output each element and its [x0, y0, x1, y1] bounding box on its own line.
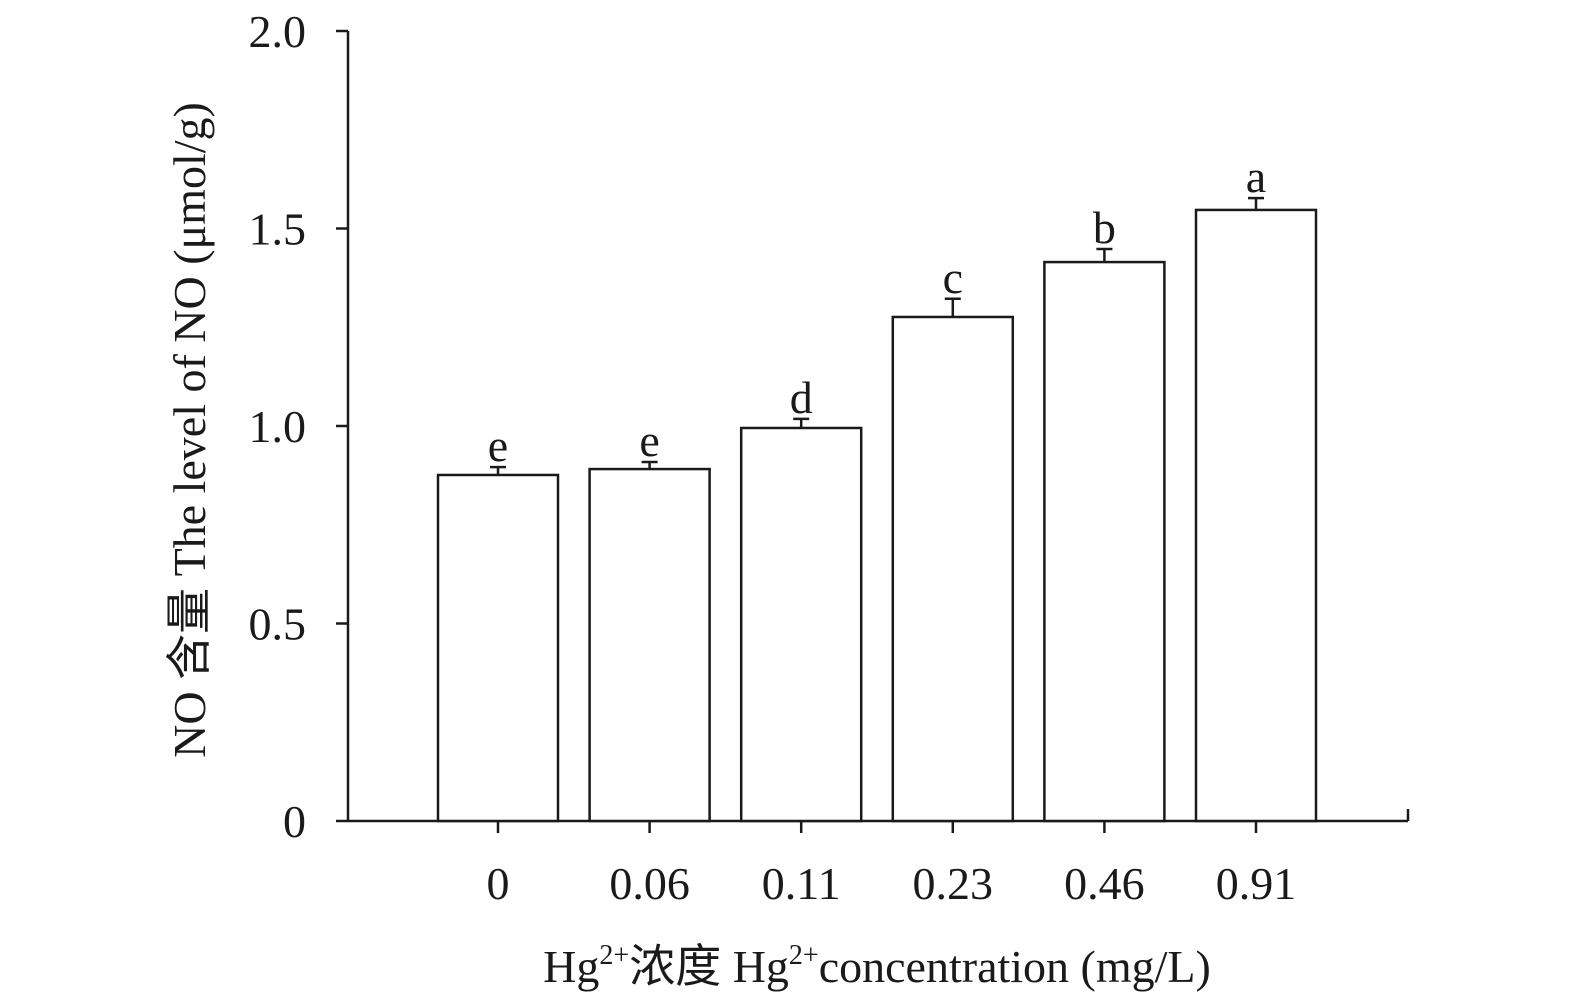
bar: [1043, 260, 1166, 823]
x-tick-label: 0.23: [913, 858, 994, 909]
significance-label: e: [488, 420, 508, 471]
significance-label: a: [1246, 151, 1266, 202]
significance-label: c: [943, 252, 963, 303]
significance-label: b: [1093, 202, 1116, 253]
significance-label: e: [639, 415, 659, 466]
bar: [891, 315, 1015, 823]
bar: [739, 426, 863, 823]
x-tick-label: 0.11: [762, 858, 841, 909]
bar: [588, 467, 711, 823]
x-axis-label: Hg2+浓度 Hg2+concentration (mg/L): [543, 940, 1211, 992]
y-tick-label: 1.0: [249, 401, 307, 452]
y-tick-label: 1.5: [249, 204, 307, 255]
y-tick-label: 0: [283, 796, 306, 847]
x-tick-label: 0: [487, 858, 510, 909]
y-tick-label: 2.0: [249, 6, 307, 57]
bar: [1194, 208, 1318, 823]
x-tick-label: 0.46: [1064, 858, 1145, 909]
x-tick-label: 0.91: [1216, 858, 1297, 909]
bar: [436, 473, 560, 823]
y-tick-label: 0.5: [249, 599, 307, 650]
significance-label: d: [790, 372, 813, 423]
y-axis-label: NO 含量 The level of NO (μmol/g): [164, 102, 215, 758]
x-tick-label: 0.06: [609, 858, 690, 909]
